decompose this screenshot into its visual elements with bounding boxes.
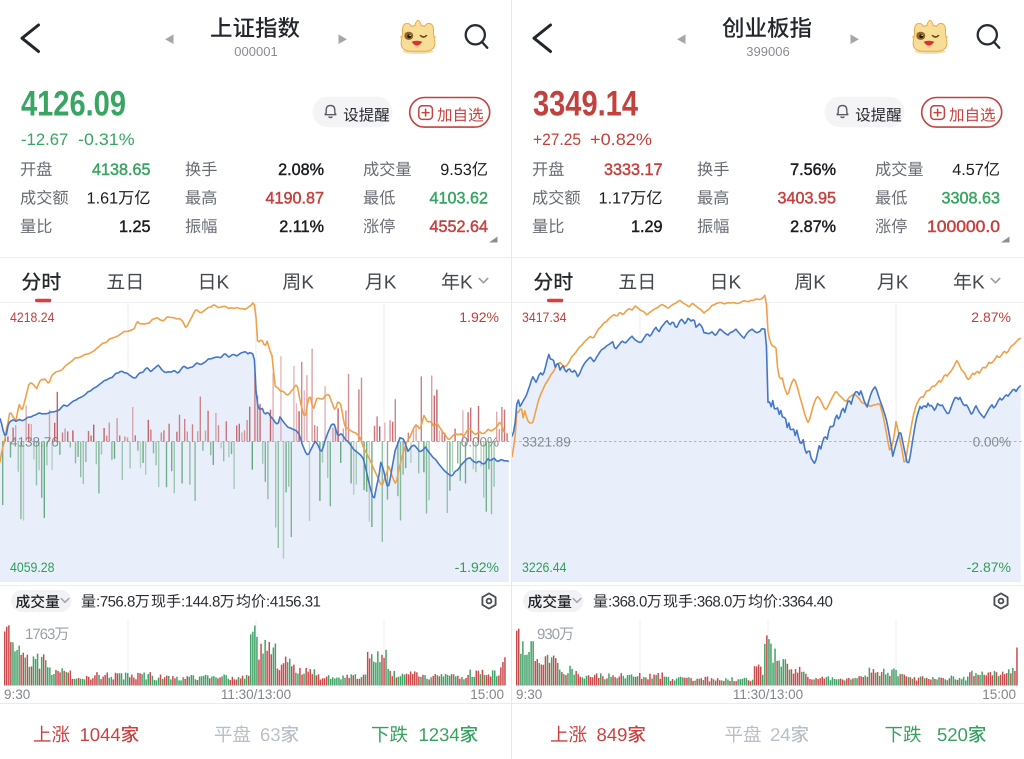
svg-text:1.25: 1.25 [119, 218, 151, 236]
svg-text:4218.24: 4218.24 [10, 309, 55, 325]
svg-text:4126.09: 4126.09 [21, 85, 126, 124]
svg-text:100000.0: 100000.0 [927, 218, 1000, 236]
svg-text:+0.82%: +0.82% [590, 131, 652, 149]
svg-text:15:00: 15:00 [982, 687, 1016, 702]
svg-text:2.87%: 2.87% [971, 309, 1011, 325]
svg-text:9:30: 9:30 [516, 687, 542, 702]
svg-text:4059.28: 4059.28 [10, 559, 55, 575]
svg-text:2.11%: 2.11% [279, 218, 324, 236]
svg-text:4552.64: 4552.64 [429, 218, 488, 236]
svg-text:3349.14: 3349.14 [533, 85, 638, 124]
svg-text:3226.44: 3226.44 [522, 559, 567, 575]
svg-text:1.92%: 1.92% [459, 309, 499, 325]
svg-text:-12.67: -12.67 [21, 131, 68, 149]
svg-text:-2.87%: -2.87% [967, 559, 1011, 575]
svg-text:-0.31%: -0.31% [78, 131, 135, 149]
svg-text:3417.34: 3417.34 [522, 309, 567, 325]
svg-text:-1.92%: -1.92% [455, 559, 499, 575]
svg-text:4138.65: 4138.65 [92, 161, 151, 179]
svg-text:+27.25: +27.25 [533, 131, 581, 149]
svg-text:4103.62: 4103.62 [429, 190, 488, 208]
svg-text:2.08%: 2.08% [278, 161, 324, 179]
svg-text:15:00: 15:00 [470, 687, 504, 702]
svg-text:4190.87: 4190.87 [265, 190, 324, 208]
svg-text:2.87%: 2.87% [790, 218, 836, 236]
svg-text:1.29: 1.29 [631, 218, 663, 236]
svg-text:000001: 000001 [234, 44, 277, 59]
svg-text:399006: 399006 [746, 44, 789, 59]
svg-text:3403.95: 3403.95 [777, 190, 836, 208]
svg-text:3308.63: 3308.63 [941, 190, 1000, 208]
svg-text:11:30/13:00: 11:30/13:00 [733, 687, 803, 702]
svg-text:11:30/13:00: 11:30/13:00 [221, 687, 291, 702]
svg-text:9:30: 9:30 [4, 687, 30, 702]
svg-text:3333.17: 3333.17 [604, 161, 663, 179]
svg-text:7.56%: 7.56% [790, 161, 836, 179]
